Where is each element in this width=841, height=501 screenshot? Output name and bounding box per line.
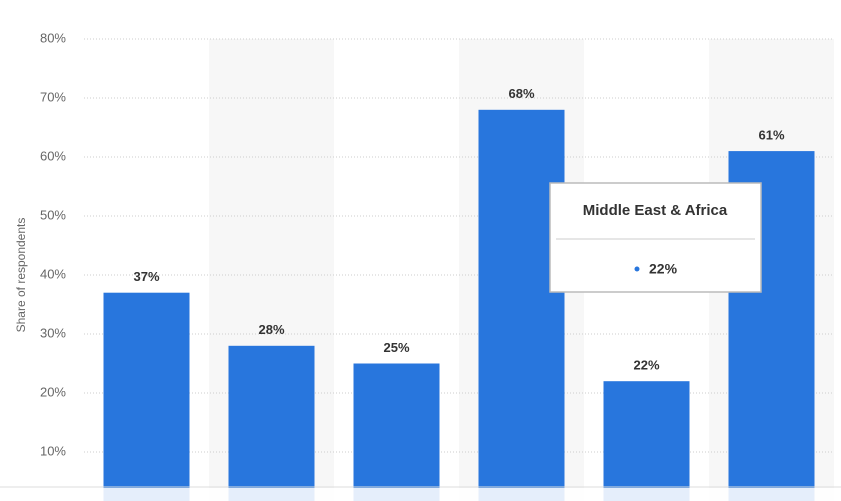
y-tick-label: 40% bbox=[40, 266, 66, 281]
bar bbox=[103, 292, 190, 501]
y-tick-label: 60% bbox=[40, 148, 66, 163]
bar bbox=[353, 363, 440, 501]
value-label: 22% bbox=[633, 358, 659, 373]
tooltip-dot bbox=[634, 266, 640, 272]
value-label: 68% bbox=[508, 86, 534, 101]
bar bbox=[228, 345, 315, 501]
value-label: 61% bbox=[758, 128, 784, 143]
tooltip: Middle East & Africa 22% bbox=[549, 182, 762, 293]
tooltip-value: 22% bbox=[649, 261, 678, 277]
y-tick-label: 10% bbox=[40, 443, 66, 458]
y-axis-label: Share of respondents bbox=[14, 218, 28, 333]
x-axis-area bbox=[0, 488, 841, 501]
y-tick-label: 50% bbox=[40, 207, 66, 222]
tooltip-box bbox=[549, 182, 762, 293]
bars: 37% 28% 25% 68% 22% 61% bbox=[103, 86, 815, 501]
y-tick-label: 30% bbox=[40, 325, 66, 340]
bar bbox=[478, 109, 565, 501]
value-label: 28% bbox=[258, 322, 284, 337]
value-label: 37% bbox=[133, 269, 159, 284]
y-tick-label: 20% bbox=[40, 384, 66, 399]
y-tick-label: 70% bbox=[40, 89, 66, 104]
value-label: 25% bbox=[383, 340, 409, 355]
y-tick-label: 80% bbox=[40, 30, 66, 45]
bar bbox=[603, 381, 690, 501]
tooltip-title: Middle East & Africa bbox=[583, 202, 728, 219]
